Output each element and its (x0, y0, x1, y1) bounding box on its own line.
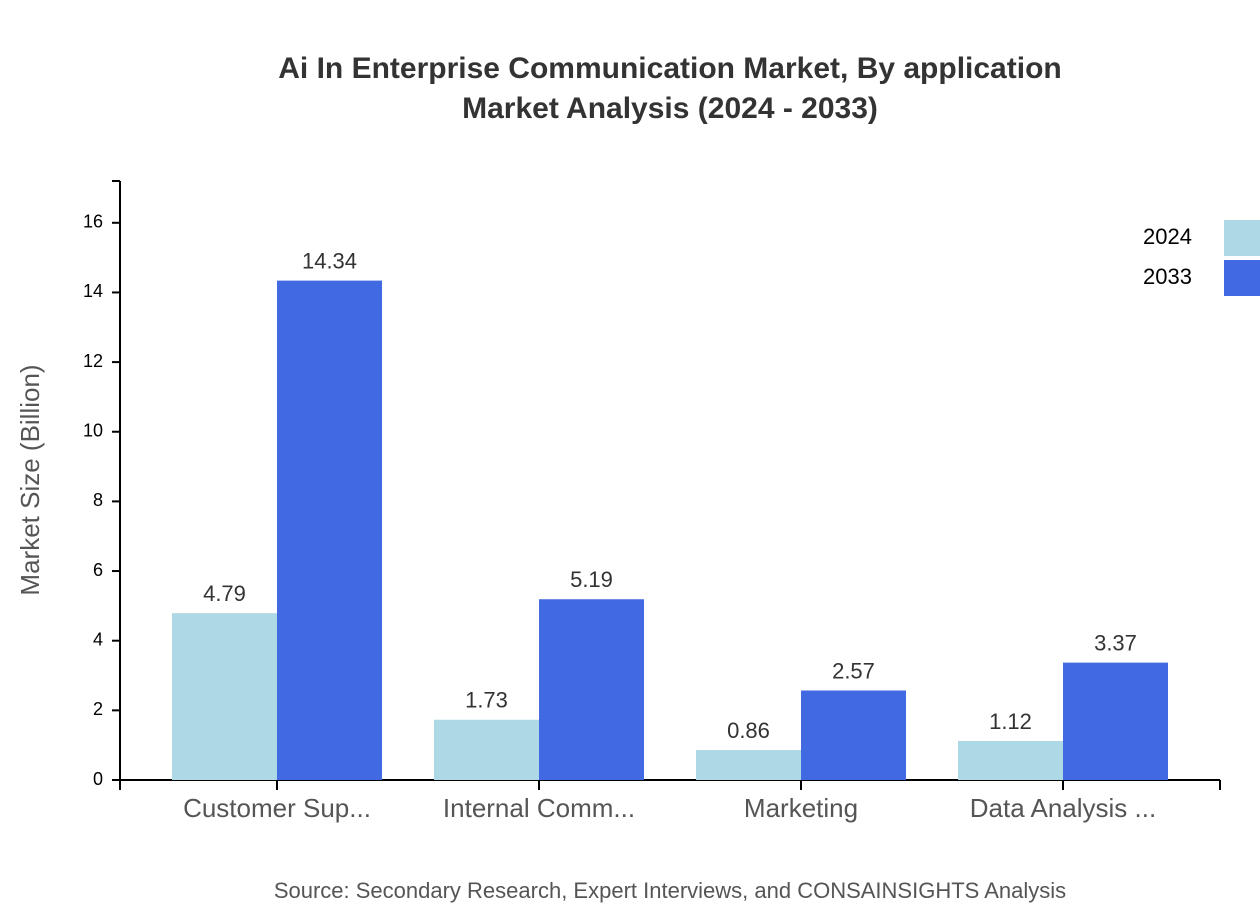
x-tick-label: Customer Sup... (183, 793, 371, 823)
legend-swatch (1224, 260, 1260, 296)
legend-label: 2033 (1143, 264, 1192, 289)
chart-title: Ai In Enterprise Communication Market, B… (278, 52, 1061, 85)
value-label: 3.37 (1094, 630, 1137, 655)
bar (696, 750, 801, 780)
y-tick-label: 0 (93, 769, 103, 789)
chart-subtitle: Market Analysis (2024 - 2033) (462, 92, 878, 125)
value-label: 14.34 (302, 248, 357, 273)
x-tick-label: Marketing (744, 793, 858, 823)
y-tick-label: 4 (93, 629, 103, 649)
x-tick-label: Data Analysis ... (970, 793, 1156, 823)
y-tick-label: 12 (83, 351, 103, 371)
value-label: 5.19 (570, 567, 613, 592)
legend-swatch (1224, 220, 1260, 256)
value-label: 0.86 (727, 718, 770, 743)
y-tick-label: 6 (93, 560, 103, 580)
value-label: 1.73 (465, 688, 508, 713)
y-tick-label: 8 (93, 490, 103, 510)
y-tick-label: 10 (83, 420, 103, 440)
source-note: Source: Secondary Research, Expert Inter… (274, 878, 1066, 903)
bar (434, 719, 539, 780)
value-label: 4.79 (203, 581, 246, 606)
bar (539, 599, 644, 780)
y-tick-label: 16 (83, 212, 103, 232)
value-label: 2.57 (832, 658, 875, 683)
value-label: 1.12 (989, 709, 1032, 734)
y-axis-label: Market Size (Billion) (15, 364, 45, 595)
x-tick-label: Internal Comm... (443, 793, 635, 823)
bar (277, 280, 382, 780)
bar (172, 613, 277, 780)
bar (801, 690, 906, 780)
legend-label: 2024 (1143, 224, 1192, 249)
y-tick-label: 2 (93, 699, 103, 719)
y-tick-label: 14 (83, 281, 103, 301)
bar (958, 740, 1063, 780)
bar (1063, 662, 1168, 780)
